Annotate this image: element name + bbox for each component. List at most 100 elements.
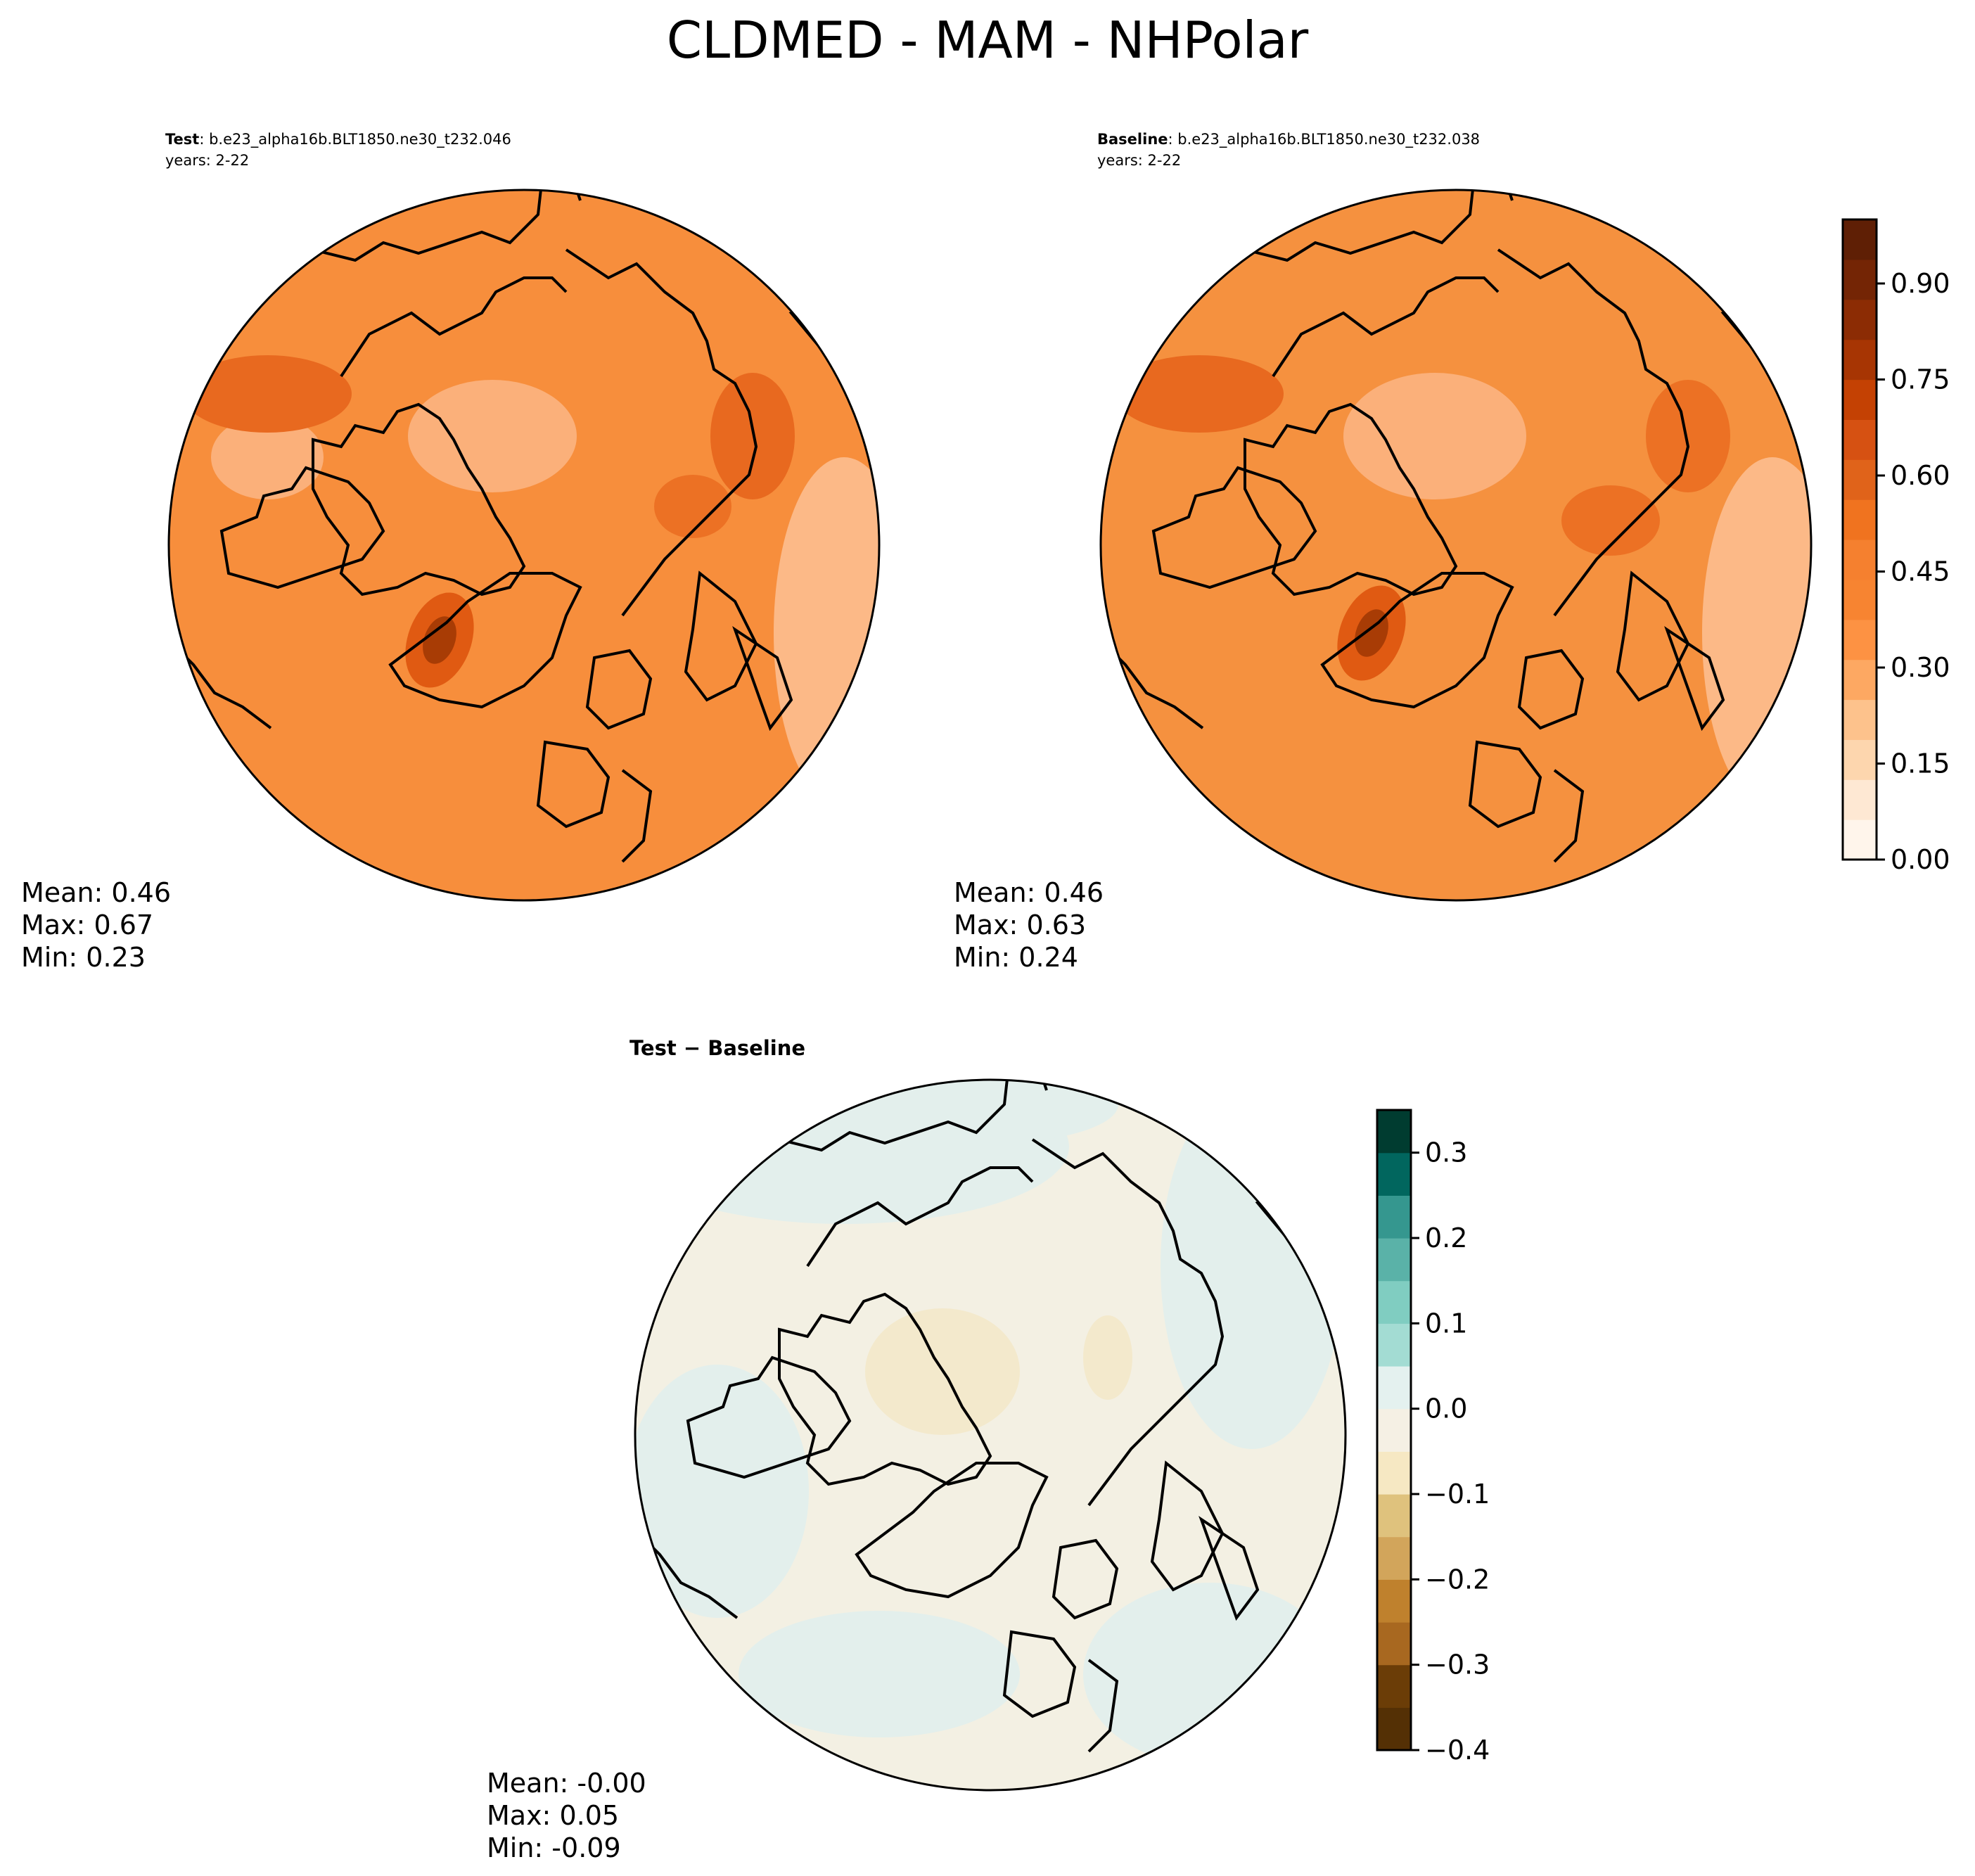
colorbar-orange-cell bbox=[1843, 699, 1877, 740]
map-baseline-zone-dark-3 bbox=[1561, 485, 1660, 556]
map-test-zone-dark-5 bbox=[423, 616, 456, 664]
colorbar-difference-tick-label: 0.3 bbox=[1425, 1137, 1467, 1168]
panel-difference-mean: Mean: -0.00 bbox=[487, 1768, 646, 1799]
colorbar-difference-cell bbox=[1377, 1323, 1411, 1367]
map-difference-border bbox=[634, 1078, 1347, 1792]
colorbar-difference-tick-label: 0.2 bbox=[1425, 1223, 1467, 1253]
colorbar-difference-tick-label: −0.1 bbox=[1425, 1479, 1490, 1510]
colorbar-difference-cell bbox=[1377, 1494, 1411, 1538]
panel-baseline-label: Baseline bbox=[1097, 131, 1168, 148]
colorbar-orange-cell bbox=[1843, 579, 1877, 620]
map-baseline-zone-dark-2 bbox=[1646, 380, 1730, 492]
colorbar-orange-frame bbox=[1841, 218, 1878, 861]
colorbar-orange-cell bbox=[1843, 659, 1877, 701]
map-difference-zone-teal-6 bbox=[865, 1080, 1118, 1143]
colorbar-difference-cell bbox=[1377, 1152, 1411, 1196]
colorbar-difference-cell bbox=[1377, 1622, 1411, 1666]
colorbar-difference-frame bbox=[1376, 1109, 1412, 1751]
colorbar-orange-tick-label: 0.90 bbox=[1891, 268, 1950, 299]
colorbar-orange-cells bbox=[1843, 219, 1877, 860]
map-baseline-zone-light-2 bbox=[1702, 457, 1811, 809]
panel-baseline-case: : b.e23_alpha16b.BLT1850.ne30_t232.038 bbox=[1168, 131, 1481, 148]
panel-difference: Test − Baseline Mean: -0.00 Max: 0.05 Mi… bbox=[487, 1036, 1490, 1863]
map-test-border bbox=[167, 189, 881, 902]
panel-test-years: years: 2-22 bbox=[165, 152, 249, 169]
colorbar-orange-cell bbox=[1843, 819, 1877, 860]
map-difference-zone-teal-4 bbox=[739, 1611, 1020, 1737]
colorbar-difference-cell bbox=[1377, 1707, 1411, 1751]
colorbar-difference-cell bbox=[1377, 1408, 1411, 1452]
colorbar-difference-tick-label: 0.0 bbox=[1425, 1393, 1467, 1424]
panel-baseline-min: Min: 0.24 bbox=[954, 942, 1078, 973]
panel-test-case: : b.e23_alpha16b.BLT1850.ne30_t232.046 bbox=[199, 131, 511, 148]
colorbar-difference-cell bbox=[1377, 1536, 1411, 1580]
colorbar-orange-cell bbox=[1843, 739, 1877, 780]
map-test-zone-light-2 bbox=[774, 457, 879, 809]
panel-baseline-header: Baseline: b.e23_alpha16b.BLT1850.ne30_t2… bbox=[1097, 131, 1480, 148]
colorbar-orange-cell bbox=[1843, 259, 1877, 300]
colorbar-difference-ticks: 0.3 0.2 0.1 0.0 −0.1 −0.2 −0.3 −0.4 bbox=[1411, 1137, 1490, 1766]
panel-test-max: Max: 0.67 bbox=[21, 910, 153, 940]
colorbar-orange-cell bbox=[1843, 779, 1877, 820]
map-baseline-zone-light-1 bbox=[1343, 373, 1526, 499]
colorbar-orange-ticks: 0.00 0.15 0.30 0.45 0.60 0.75 0.90 bbox=[1877, 268, 1950, 875]
panel-baseline-years: years: 2-22 bbox=[1097, 152, 1181, 169]
panel-test-min: Min: 0.23 bbox=[21, 942, 146, 973]
map-test-zone-dark-3 bbox=[654, 475, 731, 538]
map-difference-zone-tan-2 bbox=[1083, 1315, 1132, 1400]
colorbar-orange-cell bbox=[1843, 419, 1877, 460]
panel-baseline-max: Max: 0.63 bbox=[954, 910, 1086, 940]
figure-title: CLDMED - MAM - NHPolar bbox=[667, 11, 1309, 70]
colorbar-difference-tick-label: −0.4 bbox=[1425, 1735, 1490, 1766]
panel-baseline-mean: Mean: 0.46 bbox=[954, 877, 1104, 908]
map-difference bbox=[635, 1080, 1346, 1790]
colorbar-orange: 0.00 0.15 0.30 0.45 0.60 0.75 0.90 bbox=[1841, 218, 1950, 875]
colorbar-difference-tick-label: 0.1 bbox=[1425, 1308, 1467, 1339]
colorbar-orange-cell bbox=[1843, 619, 1877, 661]
colorbar-difference-cell bbox=[1377, 1110, 1411, 1154]
colorbar-orange-tick-label: 0.15 bbox=[1891, 748, 1950, 779]
colorbar-orange-cell bbox=[1843, 459, 1877, 500]
colorbar-orange-tick-label: 0.00 bbox=[1891, 844, 1950, 875]
map-baseline-field bbox=[1101, 190, 1811, 900]
panel-test-label: Test bbox=[165, 131, 199, 148]
colorbar-difference-cell bbox=[1377, 1579, 1411, 1623]
panel-test-mean: Mean: 0.46 bbox=[21, 877, 171, 908]
colorbar-orange-cell bbox=[1843, 219, 1877, 260]
colorbar-difference-cell bbox=[1377, 1366, 1411, 1410]
colorbar-difference-cell bbox=[1377, 1238, 1411, 1282]
colorbar-orange-tick-label: 0.45 bbox=[1891, 556, 1950, 587]
colorbar-orange-tick-label: 0.30 bbox=[1891, 652, 1950, 683]
colorbar-difference: 0.3 0.2 0.1 0.0 −0.1 −0.2 −0.3 −0.4 bbox=[1376, 1109, 1490, 1766]
panel-test-header: Test: b.e23_alpha16b.BLT1850.ne30_t232.0… bbox=[165, 131, 511, 148]
colorbar-orange-tick-label: 0.60 bbox=[1891, 460, 1950, 491]
colorbar-orange-cell bbox=[1843, 540, 1877, 580]
panel-test: Test: b.e23_alpha16b.BLT1850.ne30_t232.0… bbox=[21, 131, 881, 973]
colorbar-difference-cell bbox=[1377, 1451, 1411, 1495]
colorbar-orange-cell bbox=[1843, 339, 1877, 381]
colorbar-orange-cell bbox=[1843, 299, 1877, 340]
colorbar-orange-tick-label: 0.75 bbox=[1891, 364, 1950, 395]
map-baseline-zone-dark-1 bbox=[1115, 355, 1284, 433]
map-test-zone-light-1 bbox=[408, 380, 577, 492]
map-test-zone-light-3 bbox=[211, 415, 324, 499]
map-difference-zone-teal-2 bbox=[1161, 1083, 1343, 1449]
colorbar-orange-cell bbox=[1843, 379, 1877, 420]
map-baseline-border bbox=[1099, 189, 1813, 902]
panel-difference-max: Max: 0.05 bbox=[487, 1800, 619, 1831]
panel-difference-min: Min: -0.09 bbox=[487, 1832, 621, 1863]
colorbar-difference-cells bbox=[1377, 1110, 1411, 1751]
map-test-zone-dark-1 bbox=[183, 355, 352, 433]
panel-difference-title: Test − Baseline bbox=[629, 1036, 805, 1060]
colorbar-difference-cell bbox=[1377, 1664, 1411, 1708]
map-difference-zone-teal-3 bbox=[635, 1365, 809, 1618]
colorbar-orange-cell bbox=[1843, 499, 1877, 540]
colorbar-difference-cell bbox=[1377, 1280, 1411, 1324]
panel-baseline: Baseline: b.e23_alpha16b.BLT1850.ne30_t2… bbox=[954, 131, 1950, 973]
colorbar-difference-cell bbox=[1377, 1195, 1411, 1239]
map-test-field bbox=[169, 190, 879, 900]
map-baseline bbox=[1101, 190, 1811, 900]
map-test bbox=[169, 190, 879, 900]
colorbar-difference-tick-label: −0.2 bbox=[1425, 1564, 1490, 1595]
